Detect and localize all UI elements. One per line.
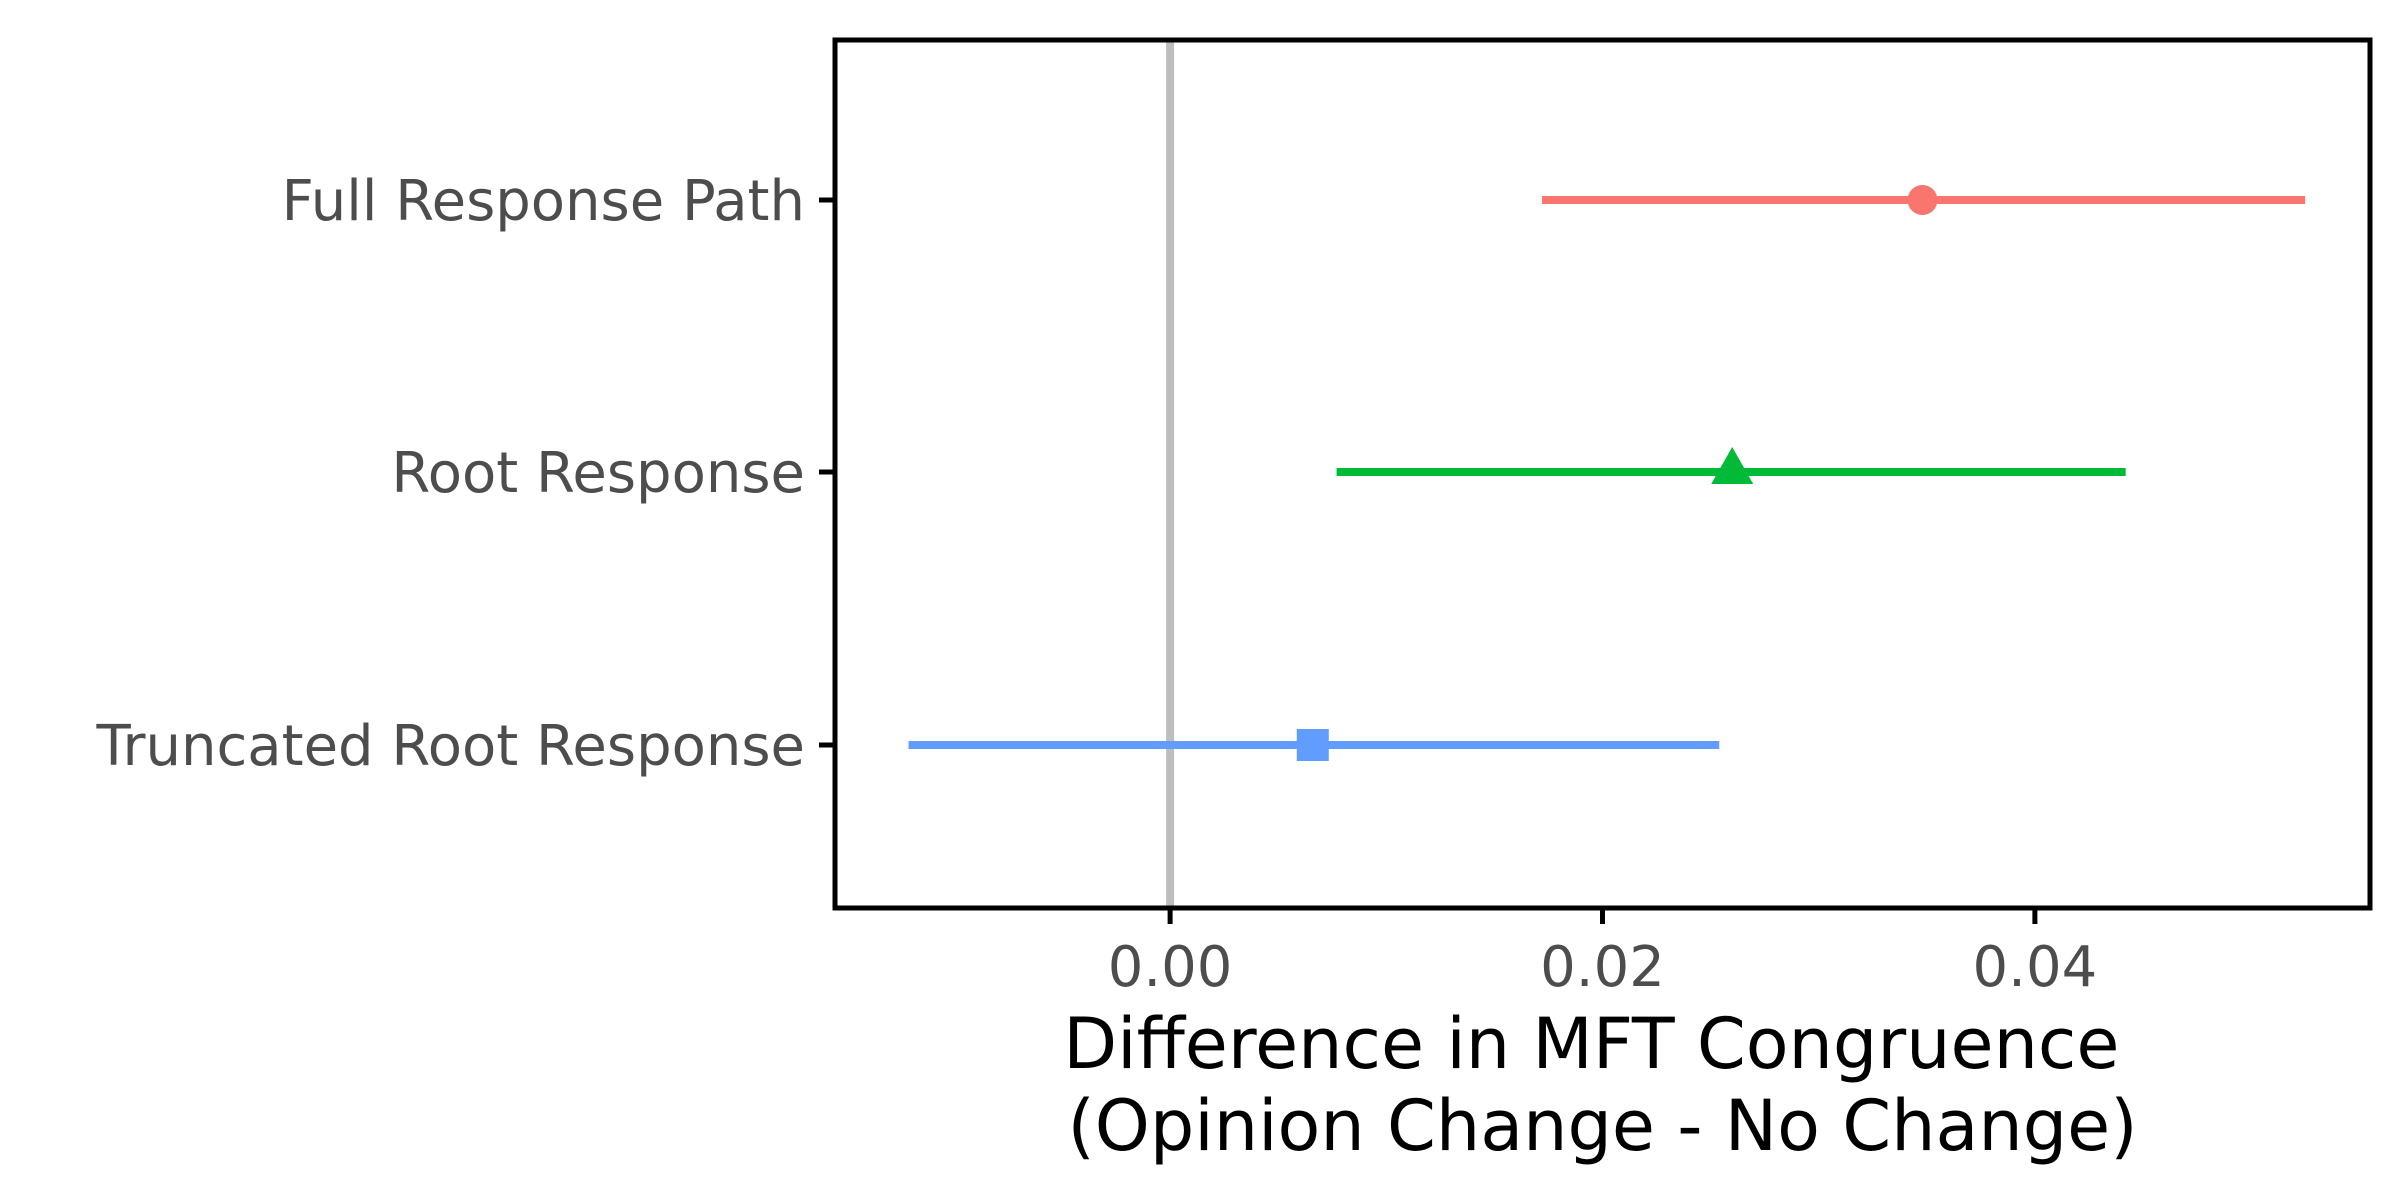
estimate-point	[1296, 729, 1329, 761]
y-axis: Full Response Path Root Response Truncated…	[96, 169, 835, 779]
x-tick-label: 0.02	[1540, 935, 1665, 1000]
y-tick-label: Truncated Root Response	[96, 714, 805, 779]
x-tick-label: 0.00	[1108, 935, 1233, 1000]
estimate-marks	[908, 185, 2306, 761]
y-tick-label: Root Response	[391, 441, 805, 506]
x-axis: 0.00 0.02 0.04	[1108, 908, 2097, 1000]
estimate-point	[1711, 447, 1754, 484]
y-tick-label: Full Response Path	[282, 169, 805, 234]
x-axis-title-line-1: Difference in MFT Congruence	[1063, 1003, 2119, 1085]
estimate-point	[1907, 185, 1938, 215]
x-tick-label: 0.04	[1973, 935, 2098, 1000]
x-axis-title-line-2: (Opinion Change - No Change)	[1067, 1085, 2137, 1167]
x-axis-title: Difference in MFT Congruence (Opinion Ch…	[1063, 1003, 2142, 1167]
